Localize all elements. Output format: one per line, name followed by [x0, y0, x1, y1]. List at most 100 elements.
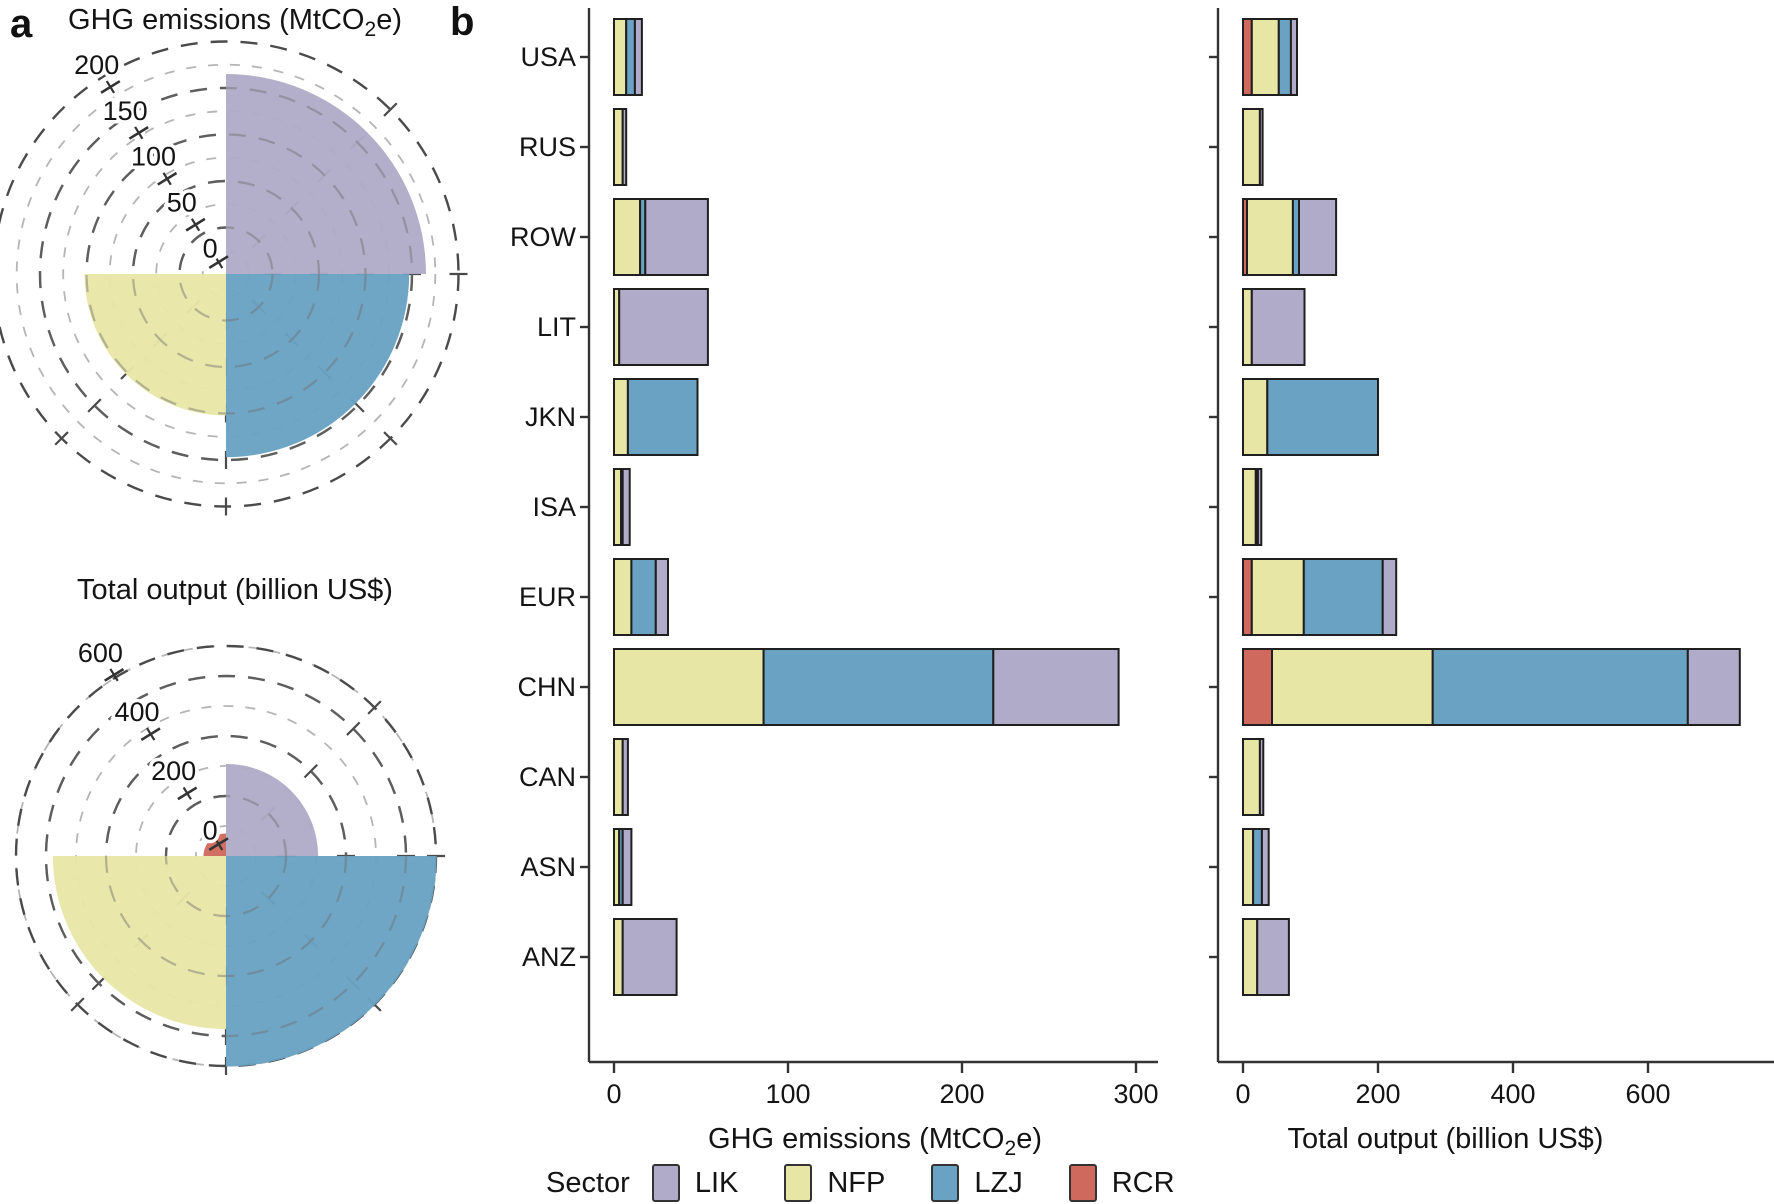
polar-wedge-lik: [226, 74, 426, 274]
bar-segment-usa-lik: [633, 18, 643, 96]
bar-segment-asn-lzj: [1252, 828, 1263, 906]
bar-segment-chn-lzj: [762, 648, 995, 726]
bar-segment-lit-lik: [618, 288, 709, 366]
polar-ring-label: 600: [78, 638, 123, 668]
bar-segment-chn-lik: [992, 648, 1120, 726]
polar-ring-label: 200: [74, 50, 119, 80]
polar-output-title-pre: Total output (billion US$): [77, 574, 393, 606]
bar-segment-anz-lik: [1256, 918, 1290, 996]
bar-segment-anz-nfp: [613, 918, 624, 996]
bar-segment-eur-rcr: [1242, 558, 1253, 636]
bar-segment-usa-lik: [1289, 18, 1298, 96]
polar-ring-label: 100: [131, 142, 176, 172]
category-label-jkn: JKN: [525, 402, 576, 432]
x-tick-label: 200: [939, 1079, 984, 1109]
category-label-usa: USA: [520, 42, 576, 72]
bar-segment-rus-lik: [1258, 108, 1264, 186]
bars-output-xaxis-title: Total output (billion US$): [1288, 1123, 1604, 1155]
bar-segment-usa-nfp: [613, 18, 628, 96]
bar-segment-isa-nfp: [613, 468, 622, 546]
bar-segment-jkn-nfp: [1242, 378, 1269, 456]
x-tick-label: 600: [1625, 1079, 1670, 1109]
polar-wedge-rcr: [203, 833, 226, 856]
polar-chart-ghg: 050 100 150 200: [0, 40, 468, 516]
bar-segment-usa-lzj: [1277, 18, 1293, 96]
bars-output-group: 0 200 400 600 Total output (billion US$): [1209, 8, 1774, 1155]
bar-segment-can-nfp: [1242, 738, 1261, 816]
polar-ghg-title: GHG emissions (MtCO2e): [0, 4, 470, 42]
x-tick-label: 100: [765, 1079, 810, 1109]
category-label-asn: ASN: [520, 852, 576, 882]
bar-chart-output: 0 200 400 600 Total output (billion US$): [1209, 8, 1774, 1155]
legend-swatch-rcr-icon: [1068, 1164, 1097, 1202]
polar-ring-label: 0: [203, 816, 218, 846]
legend-swatch-lzj-icon: [931, 1164, 960, 1202]
legend-item-lzj: LZJ: [931, 1164, 1023, 1202]
x-tick-label: 300: [1113, 1079, 1158, 1109]
bar-segment-eur-nfp: [1250, 558, 1305, 636]
bar-segment-anz-lik: [621, 918, 678, 996]
polar-wedge-lik: [226, 763, 319, 856]
bar-segment-row-nfp: [1246, 198, 1294, 276]
bar-segment-isa-lik: [621, 468, 631, 546]
bar-segment-row-nfp: [613, 198, 642, 276]
polar-wedge-lzj: [226, 856, 437, 1067]
polar-ghg-title-sub: 2: [364, 17, 377, 41]
bar-segment-usa-nfp: [1250, 18, 1280, 96]
polar-wedge-nfp: [84, 274, 226, 416]
legend-label-nfp: NFP: [827, 1166, 886, 1199]
polar-ring-label: 50: [167, 188, 197, 218]
bar-segment-row-lik: [644, 198, 709, 276]
polar-wedge-lzj: [226, 274, 410, 458]
bar-segment-usa-lzj: [625, 18, 636, 96]
bar-segment-chn-lik: [1686, 648, 1741, 726]
bar-chart-ghg: 0 100 200 300 USA RUS ROW LIT JKN ISA EUR CHN CAN ASN…: [510, 8, 1159, 1155]
bars-ghg-xaxis-title: GHG emissions (MtCO2e): [708, 1123, 1042, 1155]
bar-segment-eur-lik: [654, 558, 670, 636]
bar-segment-chn-nfp: [1271, 648, 1434, 726]
legend-title: Sector: [546, 1166, 630, 1199]
bar-segment-lit-lik: [1250, 288, 1306, 366]
bar-segment-asn-lik: [621, 828, 633, 906]
bar-segment-row-lik: [1298, 198, 1338, 276]
bar-segment-eur-lzj: [1302, 558, 1384, 636]
legend-label-lzj: LZJ: [974, 1166, 1023, 1199]
panel-label-b: b: [450, 0, 475, 44]
bar-segment-rus-lik: [621, 108, 628, 186]
category-label-rus: RUS: [519, 132, 576, 162]
bar-segment-asn-lik: [1260, 828, 1270, 906]
bar-segment-eur-lik: [1381, 558, 1398, 636]
polar-ring-label: 0: [203, 234, 218, 264]
bar-segment-anz-nfp: [1242, 918, 1259, 996]
bar-segment-rus-nfp: [1242, 108, 1261, 186]
bar-segment-jkn-nfp: [613, 378, 629, 456]
bar-segment-lit-nfp: [1242, 288, 1253, 366]
legend-swatch-nfp-icon: [784, 1164, 813, 1202]
category-label-lit: LIT: [537, 312, 576, 342]
polar-ring-label: 200: [151, 756, 196, 786]
bars-ghg-group: 0 100 200 300 USA RUS ROW LIT JKN ISA EUR CHN CAN ASN…: [510, 8, 1159, 1155]
bar-segment-can-nfp: [613, 738, 624, 816]
legend: Sector LIK NFP LZJ RCR: [546, 1163, 1221, 1203]
bar-segment-chn-nfp: [613, 648, 765, 726]
bar-segment-eur-nfp: [613, 558, 633, 636]
bar-segment-can-lik: [621, 738, 629, 816]
polar-ghg-title-pre: GHG emissions (MtCO: [68, 4, 365, 36]
polar-ring-label: 150: [103, 96, 148, 126]
legend-label-rcr: RCR: [1111, 1166, 1175, 1199]
polar-wedges: [52, 763, 437, 1067]
polar-wedges: [84, 74, 426, 458]
legend-label-lik: LIK: [694, 1166, 739, 1199]
x-tick-label: 0: [606, 1079, 621, 1109]
category-label-isa: ISA: [532, 492, 576, 522]
x-tick-label: 200: [1355, 1079, 1400, 1109]
bar-segment-chn-lzj: [1431, 648, 1689, 726]
bar-segment-can-lik: [1258, 738, 1265, 816]
polar-output-title: Total output (billion US$): [0, 574, 470, 612]
legend-swatch-lik-icon: [651, 1164, 680, 1202]
x-tick-label: 400: [1490, 1079, 1535, 1109]
bar-segment-eur-lzj: [630, 558, 657, 636]
